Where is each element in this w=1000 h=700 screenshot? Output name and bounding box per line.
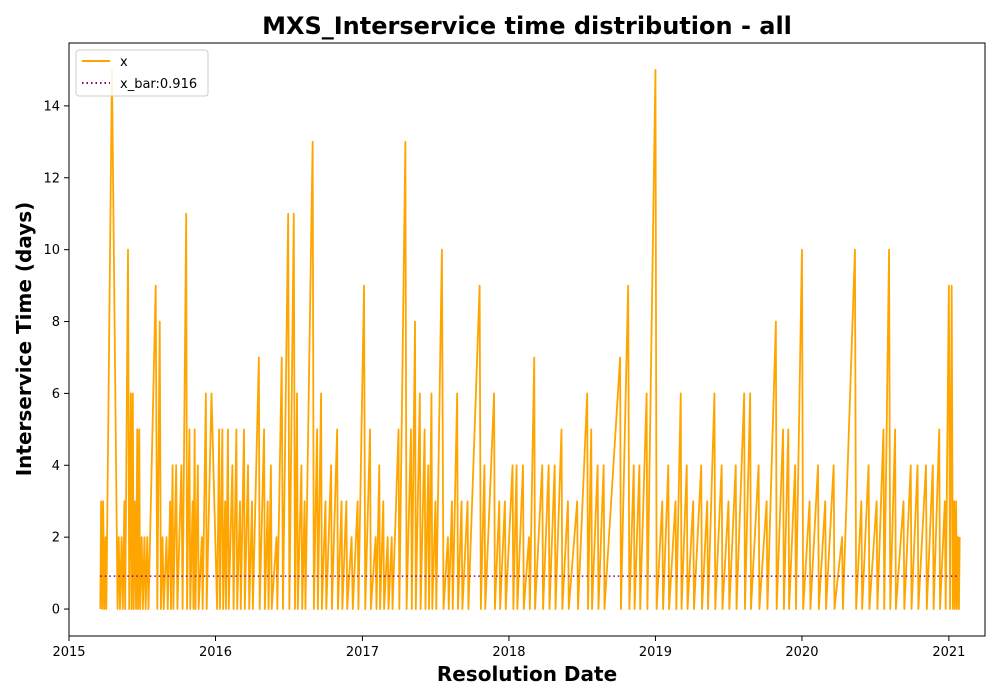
x-tick-label: 2021: [932, 645, 965, 660]
legend-label-x-bar: x_bar:0.916: [120, 77, 197, 92]
y-tick-label: 6: [52, 387, 60, 402]
axes-frame: [68, 42, 986, 637]
y-tick-label: 4: [52, 459, 60, 474]
legend: x x_bar:0.916: [75, 49, 209, 97]
x-tick-label: 2020: [785, 645, 818, 660]
x-tick-label: 2016: [199, 645, 232, 660]
chart-title: MXS_Interservice time distribution - all: [262, 12, 792, 40]
y-axis-title: Interservice Time (days): [12, 202, 36, 477]
x-tick-label: 2015: [52, 645, 85, 660]
y-tick-label: 12: [43, 171, 60, 186]
axes: 2015 2016 2017 2018 2019 2020 2021 0 2 4 6 8 10 12 14: [43, 42, 986, 660]
y-tick-label: 8: [52, 315, 60, 330]
y-tick-label: 2: [52, 531, 60, 546]
plot-area: [99, 69, 961, 610]
x-tick-label: 2017: [346, 645, 379, 660]
y-tick-label: 0: [52, 603, 60, 618]
x-tick-label: 2019: [639, 645, 672, 660]
x-tick-label: 2018: [492, 645, 525, 660]
legend-label-x: x: [120, 55, 128, 70]
y-tick-label: 14: [43, 99, 60, 114]
x-axis-title: Resolution Date: [437, 662, 617, 686]
series-line-x: [99, 69, 961, 610]
y-tick-label: 10: [43, 243, 60, 258]
